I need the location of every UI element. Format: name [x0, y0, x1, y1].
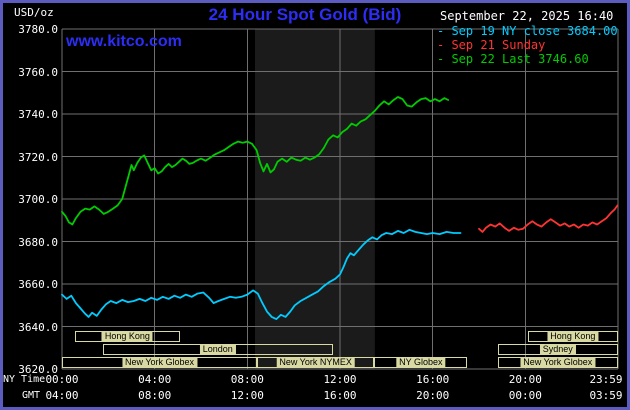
session-label-new-york-nymex: New York NYMEX: [276, 357, 355, 368]
x-axis-ny-tick-label: 23:59: [589, 373, 623, 386]
session-bar-hong-kong: Hong Kong: [527, 331, 618, 342]
price-series-sep-19-ny-close-3684-00: [61, 228, 462, 321]
x-axis-gmt-tick-label: 16:00: [323, 389, 357, 402]
y-axis-tick-label: 3760.0: [18, 65, 58, 79]
x-axis-ny-tick-label: 20:00: [508, 373, 542, 386]
x-axis-ny-tick-label: 04:00: [138, 373, 172, 386]
x-axis-gmt-tick-label: 08:00: [138, 389, 172, 402]
session-label-sydney: Sydney: [539, 344, 576, 355]
x-axis-gmt-label: GMT: [22, 390, 41, 401]
y-axis-tick-label: 3780.0: [18, 23, 58, 36]
legend-dash-icon: -: [437, 38, 452, 52]
session-label-london: London: [199, 344, 236, 355]
legend-entry-label: Sep 22 Last 3746.60: [451, 52, 589, 66]
legend-entry-sep-21-sunday: - Sep 21 Sunday: [437, 38, 545, 52]
y-axis-tick-label: 3700.0: [18, 193, 58, 206]
legend-entry-label: Sep 19 NY close 3684.00: [451, 24, 618, 38]
session-label-new-york-globex: New York Globex: [520, 357, 596, 368]
session-label-hong-kong: Hong Kong: [101, 331, 153, 342]
x-axis-ny-time-label: NY Time: [3, 374, 46, 385]
y-axis-tick-label: 3640.0: [18, 320, 58, 334]
legend-dash-icon: -: [437, 52, 452, 66]
x-axis-ny-tick-label: 08:00: [230, 373, 264, 386]
session-bar-sydney: Sydney: [497, 344, 618, 355]
x-axis-ny-tick-label: 12:00: [323, 373, 357, 386]
y-axis-tick-label: 3680.0: [18, 235, 58, 249]
x-axis-gmt-tick-label: 00:00: [508, 389, 542, 402]
session-label-hong-kong: Hong Kong: [547, 331, 599, 342]
legend-entry-sep-19-ny-close-3684-00: - Sep 19 NY close 3684.00: [437, 24, 618, 38]
session-bar-new-york-globex: New York Globex: [62, 357, 258, 368]
price-series-sep-22-last-3746-60: [61, 96, 450, 226]
y-axis-tick-label: 3660.0: [18, 278, 58, 291]
page-title: 24 Hour Spot Gold (Bid): [208, 5, 402, 24]
y-axis-unit-label: USD/oz: [14, 6, 54, 19]
x-axis-ny-tick-label: 16:00: [416, 373, 450, 386]
datetime-label: September 22, 2025 16:40: [440, 9, 614, 23]
x-axis-ny-tick-label: 00:00: [45, 373, 79, 386]
session-label-ny-globex: NY Globex: [396, 357, 446, 368]
y-axis-tick-label: 3620.0: [18, 363, 58, 376]
y-axis-tick-label: 3740.0: [18, 108, 58, 121]
x-axis-gmt-tick-label: 20:00: [416, 389, 450, 402]
price-series-sep-21-sunday: [478, 204, 619, 233]
x-axis-gmt-tick-label: 04:00: [45, 389, 79, 402]
kitco-watermark-link[interactable]: www.kitco.com: [66, 33, 182, 50]
session-label-new-york-globex: New York Globex: [122, 357, 198, 368]
session-bar-hong-kong: Hong Kong: [74, 331, 181, 342]
x-axis-gmt-tick-label: 12:00: [230, 389, 264, 402]
legend-dash-icon: -: [437, 24, 452, 38]
session-bar-ny-globex: NY Globex: [374, 357, 468, 368]
session-bar-new-york-globex: New York Globex: [497, 357, 618, 368]
session-bar-new-york-nymex: New York NYMEX: [257, 357, 375, 368]
x-axis-gmt-tick-label: 03:59: [589, 389, 623, 402]
y-axis-tick-label: 3720.0: [18, 150, 58, 164]
session-bar-london: London: [102, 344, 333, 355]
legend-entry-sep-22-last-3746-60: - Sep 22 Last 3746.60: [437, 52, 589, 66]
legend-entry-label: Sep 21 Sunday: [451, 38, 546, 52]
